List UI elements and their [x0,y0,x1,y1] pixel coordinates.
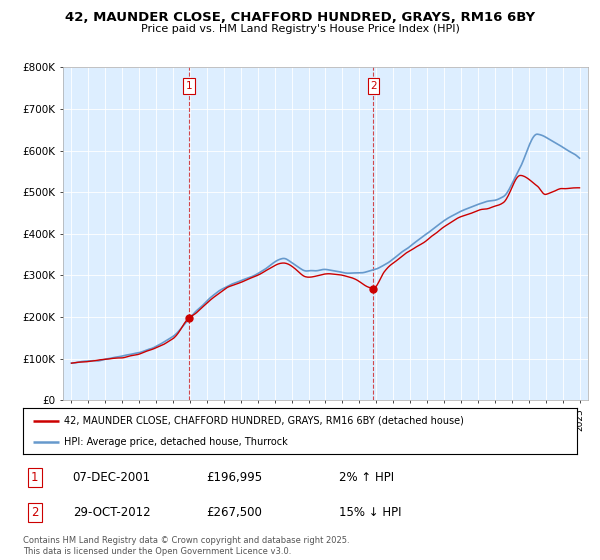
Text: 2% ↑ HPI: 2% ↑ HPI [339,472,394,484]
Text: 2: 2 [370,81,377,91]
Text: 1: 1 [185,81,192,91]
Text: HPI: Average price, detached house, Thurrock: HPI: Average price, detached house, Thur… [64,437,288,447]
Text: 07-DEC-2001: 07-DEC-2001 [73,472,151,484]
Text: Price paid vs. HM Land Registry's House Price Index (HPI): Price paid vs. HM Land Registry's House … [140,24,460,34]
Text: 42, MAUNDER CLOSE, CHAFFORD HUNDRED, GRAYS, RM16 6BY (detached house): 42, MAUNDER CLOSE, CHAFFORD HUNDRED, GRA… [64,416,464,426]
Text: £196,995: £196,995 [206,472,262,484]
Text: 42, MAUNDER CLOSE, CHAFFORD HUNDRED, GRAYS, RM16 6BY: 42, MAUNDER CLOSE, CHAFFORD HUNDRED, GRA… [65,11,535,24]
Text: 15% ↓ HPI: 15% ↓ HPI [339,506,401,519]
Text: Contains HM Land Registry data © Crown copyright and database right 2025.
This d: Contains HM Land Registry data © Crown c… [23,536,349,556]
Text: 1: 1 [31,472,38,484]
Text: 29-OCT-2012: 29-OCT-2012 [73,506,151,519]
Text: 2: 2 [31,506,38,519]
Text: £267,500: £267,500 [206,506,262,519]
